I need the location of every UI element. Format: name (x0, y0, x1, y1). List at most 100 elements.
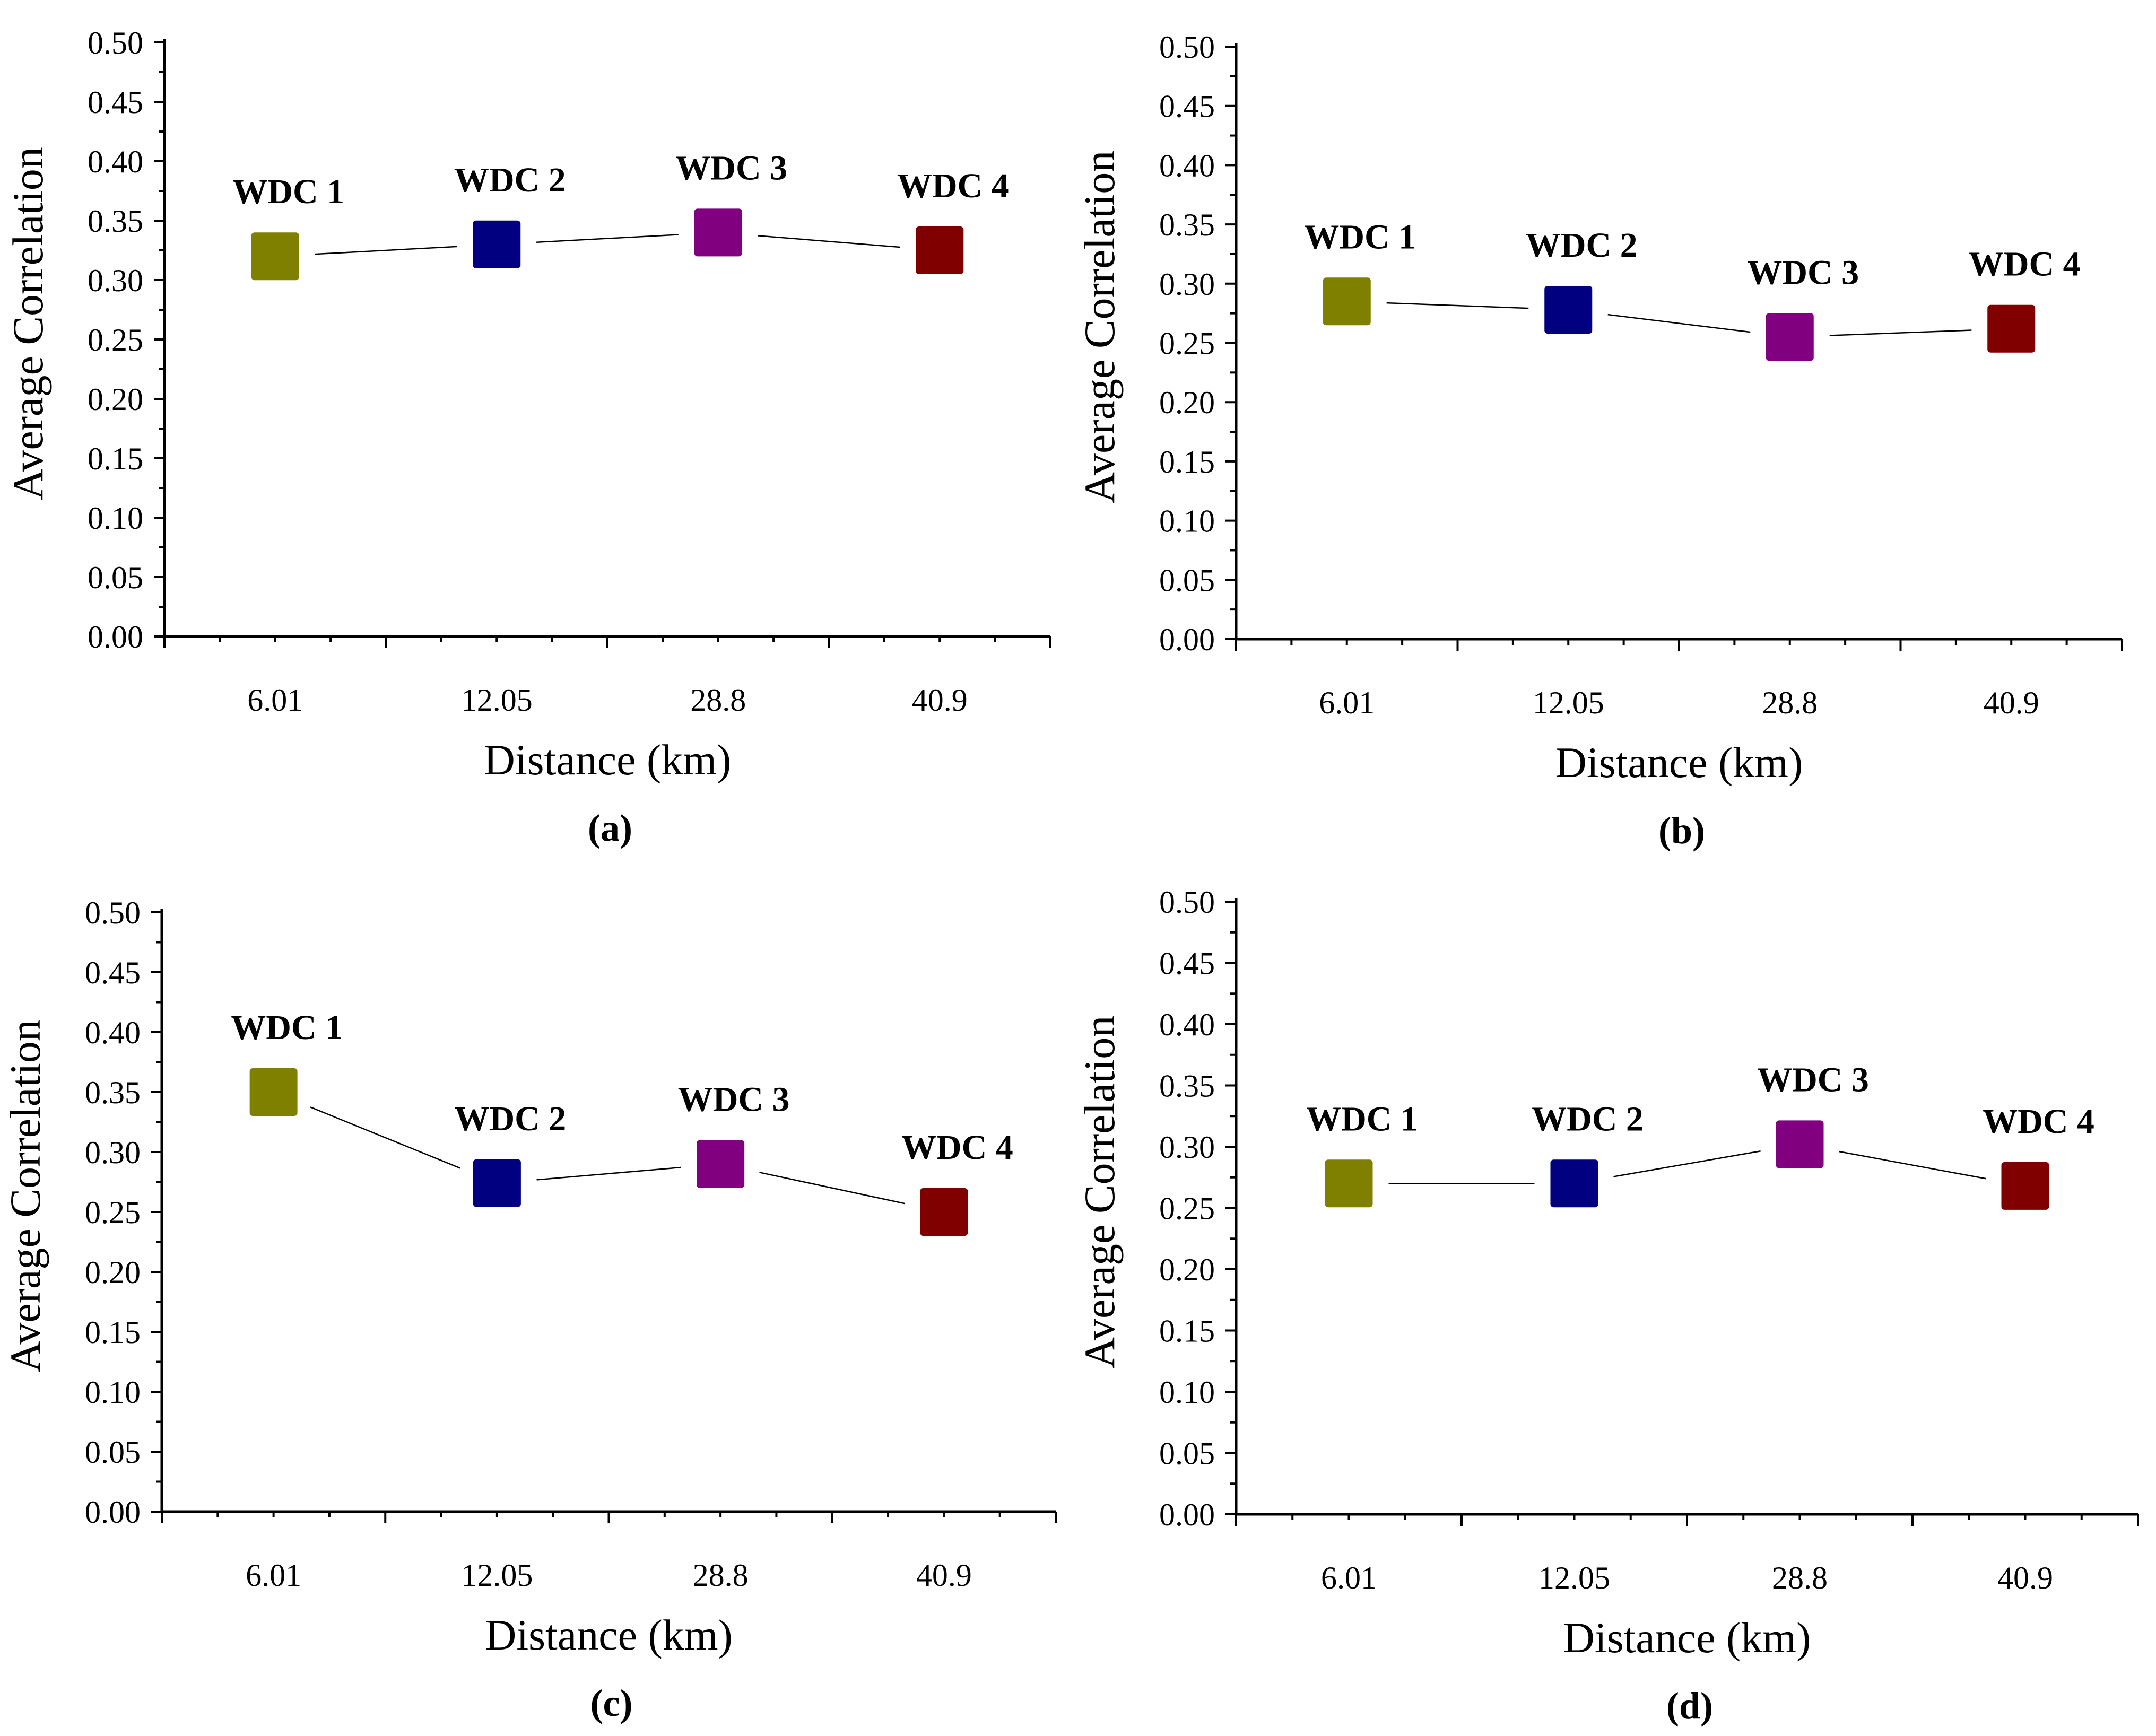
panel-d-y-tick-label: 0.50 (1159, 885, 1215, 920)
panel-c-marker-1 (249, 1068, 298, 1116)
panel-c-x-tick-label: 12.05 (461, 1558, 533, 1593)
panel-d-y-tick-label: 0.05 (1159, 1436, 1215, 1471)
panel-c-marker-2 (473, 1159, 521, 1207)
panel-d-y-axis-title: Average Correlation (1075, 1016, 1124, 1369)
panel-a-y-tick-label: 0.15 (88, 441, 143, 476)
panel-a-point-label-2: WDC 2 (454, 161, 566, 199)
panel-c-point-label-2: WDC 2 (454, 1100, 566, 1138)
panel-d-x-tick-label: 12.05 (1538, 1560, 1610, 1595)
panel-a-marker-2 (473, 220, 521, 268)
panel-d-connector-line (1613, 1150, 1761, 1177)
panel-c-label: (c) (590, 1682, 633, 1724)
panel-c-connector-line (536, 1166, 681, 1181)
panel-a-y-tick-label: 0.25 (88, 322, 143, 357)
panel-b-marker-1 (1323, 277, 1371, 326)
panel-a-x-axis-title: Distance (km) (484, 736, 732, 784)
panel-b-x-tick-label: 28.8 (1762, 685, 1818, 720)
panel-b-y-tick-label: 0.30 (1159, 267, 1215, 302)
panel-a-y-tick-label: 0.10 (88, 501, 143, 536)
panel-a-x-tick-label: 28.8 (690, 683, 746, 718)
panel-a-connector-line (758, 235, 900, 248)
panel-b-connector-line (1607, 313, 1751, 333)
panel-a-x-tick-label: 40.9 (912, 683, 968, 718)
panel-d-marker-3 (1776, 1120, 1824, 1168)
panel-a-y-tick-label: 0.20 (88, 382, 143, 417)
panel-c-y-tick-label: 0.05 (85, 1435, 141, 1470)
panel-d-marker-2 (1550, 1159, 1598, 1208)
panel-d-point-label-1: WDC 1 (1306, 1100, 1418, 1138)
panel-b-label: (b) (1658, 809, 1705, 852)
panel-c-x-tick-label: 28.8 (693, 1558, 749, 1593)
panel-a-y-tick-label: 0.05 (88, 560, 143, 595)
panel-c-y-tick-label: 0.20 (85, 1255, 141, 1290)
panel-c-y-axis-title: Average Correlation (1, 1019, 49, 1373)
panel-d-point-label-3: WDC 3 (1757, 1060, 1869, 1099)
panel-b-marker-3 (1766, 313, 1814, 361)
panel-b-point-label-1: WDC 1 (1304, 217, 1416, 256)
panel-a-y-tick-label: 0.00 (88, 620, 143, 655)
panel-b-point-label-2: WDC 2 (1526, 226, 1638, 265)
panel-a-point-label-1: WDC 1 (232, 172, 344, 211)
panel-d-y-tick-label: 0.20 (1159, 1252, 1215, 1287)
panel-c-y-tick-label: 0.30 (85, 1135, 141, 1170)
panel-b-y-tick-label: 0.25 (1159, 326, 1215, 361)
panel-a-point-label-4: WDC 4 (897, 167, 1009, 205)
panel-a-connector-line (536, 234, 679, 243)
panel-b-y-tick-label: 0.00 (1159, 622, 1215, 657)
panel-b-marker-4 (1987, 304, 2036, 353)
panel-d-connector-line (1839, 1150, 1986, 1180)
panel-c-y-tick-label: 0.45 (85, 955, 141, 990)
panel-d-x-axis-title: Distance (km) (1563, 1613, 1811, 1662)
panel-a-marker-1 (251, 232, 299, 281)
panel-b-marker-2 (1544, 285, 1593, 334)
panel-b-connector-line (1829, 329, 1972, 336)
panel-a-y-axis-title: Average Correlation (4, 147, 52, 500)
panel-c-marker-3 (697, 1140, 745, 1188)
panel-c-point-label-3: WDC 3 (678, 1080, 790, 1119)
panel-a-y-tick-label: 0.30 (88, 263, 143, 298)
panel-c-x-tick-label: 6.01 (246, 1558, 301, 1593)
panel-d-x-tick-label: 28.8 (1772, 1560, 1828, 1595)
panel-d-point-label-2: WDC 2 (1532, 1100, 1644, 1138)
panel-a-x-tick-label: 12.05 (461, 683, 533, 718)
panel-d-y-tick-label: 0.45 (1159, 946, 1215, 981)
panel-a-point-label-3: WDC 3 (675, 149, 787, 187)
panel-b-y-tick-label: 0.40 (1159, 148, 1215, 183)
panel-c-x-axis-title: Distance (km) (485, 1611, 733, 1659)
panel-d-label: (d) (1666, 1685, 1713, 1727)
panel-c-y-tick-label: 0.15 (85, 1315, 141, 1350)
panel-b-y-tick-label: 0.05 (1159, 563, 1215, 598)
panel-a-connector-line (315, 246, 457, 255)
panel-b-y-axis-title: Average Correlation (1075, 151, 1124, 504)
panel-a-marker-3 (694, 208, 742, 257)
panel-a-marker-4 (916, 226, 964, 274)
panel-c-marker-4 (920, 1188, 968, 1236)
panel-c-y-tick-label: 0.25 (85, 1195, 141, 1230)
panel-d-y-tick-label: 0.15 (1159, 1314, 1215, 1349)
panel-b-point-label-4: WDC 4 (1969, 245, 2081, 284)
panel-b-y-tick-label: 0.35 (1159, 207, 1215, 242)
panel-d-marker-1 (1325, 1159, 1373, 1208)
panel-a-x-tick-label: 6.01 (247, 683, 303, 718)
panel-d-y-tick-label: 0.10 (1159, 1375, 1215, 1410)
panel-c-x-tick-label: 40.9 (916, 1558, 972, 1593)
panel-a-y-tick-label: 0.50 (88, 25, 143, 60)
panel-d-y-tick-label: 0.00 (1159, 1497, 1215, 1532)
panel-b-x-tick-label: 40.9 (1984, 685, 2039, 720)
panel-b-x-tick-label: 6.01 (1319, 685, 1375, 720)
panel-d-x-tick-label: 40.9 (1997, 1560, 2053, 1595)
panel-b-y-tick-label: 0.50 (1159, 30, 1215, 65)
panel-d-marker-4 (2001, 1162, 2049, 1210)
panel-c-connector-line (310, 1106, 460, 1169)
panel-d-y-tick-label: 0.40 (1159, 1007, 1215, 1042)
panel-c-y-tick-label: 0.10 (85, 1375, 141, 1410)
panel-c-y-tick-label: 0.35 (85, 1075, 141, 1110)
panel-b-y-tick-label: 0.20 (1159, 385, 1215, 420)
panel-a-label: (a) (588, 807, 632, 849)
panel-d-point-label-4: WDC 4 (1983, 1102, 2094, 1141)
panel-c-y-tick-label: 0.00 (85, 1495, 141, 1530)
panel-c-point-label-4: WDC 4 (901, 1128, 1013, 1167)
panel-b-y-tick-label: 0.10 (1159, 504, 1215, 539)
panel-b-y-tick-label: 0.45 (1159, 89, 1215, 124)
